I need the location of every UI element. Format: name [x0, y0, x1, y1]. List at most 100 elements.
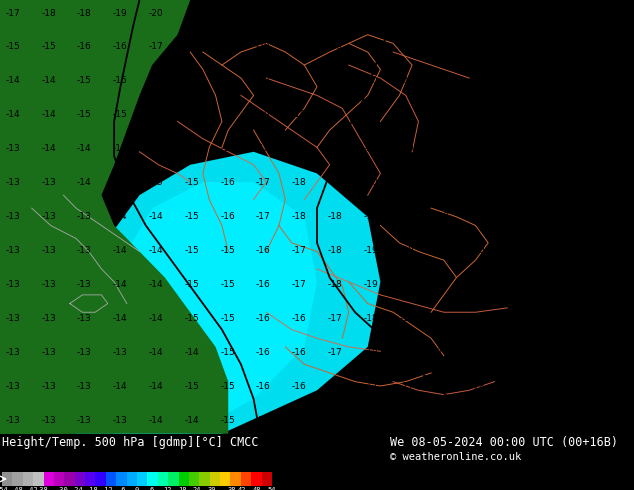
- Text: -18: -18: [363, 314, 378, 323]
- Text: -19: -19: [435, 110, 450, 120]
- Text: -15: -15: [77, 110, 92, 120]
- Text: -20: -20: [507, 43, 521, 51]
- Text: -15: -15: [184, 314, 199, 323]
- Text: -13: -13: [77, 280, 92, 289]
- Text: -19: -19: [507, 145, 521, 153]
- Text: -20: -20: [614, 43, 629, 51]
- Text: -38: -38: [36, 487, 48, 490]
- Text: -20: -20: [471, 246, 486, 255]
- Text: -20: -20: [578, 43, 593, 51]
- Text: -16: -16: [113, 43, 127, 51]
- Text: -20: -20: [399, 76, 414, 85]
- Text: -19: -19: [578, 178, 593, 187]
- Text: -16: -16: [256, 246, 271, 255]
- Polygon shape: [0, 0, 228, 434]
- Text: -13: -13: [5, 178, 20, 187]
- Text: -13: -13: [5, 348, 20, 357]
- Text: -17: -17: [148, 43, 164, 51]
- Polygon shape: [114, 182, 317, 434]
- Text: -20: -20: [471, 43, 486, 51]
- Bar: [199, 472, 210, 486]
- Text: -13: -13: [41, 348, 56, 357]
- Text: -17: -17: [435, 416, 450, 425]
- Bar: [116, 472, 127, 486]
- Text: -13: -13: [113, 416, 127, 425]
- Text: -15: -15: [77, 76, 92, 85]
- Text: -19: -19: [542, 178, 557, 187]
- Text: -17: -17: [184, 110, 199, 120]
- Text: -20: -20: [471, 76, 486, 85]
- Text: -19: -19: [328, 145, 342, 153]
- Text: -17: -17: [542, 416, 557, 425]
- Text: -20: -20: [435, 246, 450, 255]
- Text: -20: -20: [543, 8, 557, 18]
- Text: -14: -14: [113, 382, 127, 391]
- Text: -19: -19: [328, 178, 342, 187]
- Text: -20: -20: [507, 246, 521, 255]
- Text: -19: -19: [578, 280, 593, 289]
- Text: -13: -13: [5, 416, 20, 425]
- Text: -16: -16: [292, 348, 306, 357]
- Text: -15: -15: [184, 178, 199, 187]
- Text: -19: -19: [578, 246, 593, 255]
- Text: -16: -16: [220, 178, 235, 187]
- Text: -19: -19: [542, 246, 557, 255]
- Bar: [179, 472, 189, 486]
- Text: -19: -19: [292, 76, 306, 85]
- Text: -24: -24: [70, 487, 84, 490]
- Text: -20: -20: [363, 145, 378, 153]
- Text: -20: -20: [328, 110, 342, 120]
- Text: -16: -16: [256, 280, 271, 289]
- Text: -19: -19: [435, 145, 450, 153]
- Bar: [2, 472, 13, 486]
- Text: -17: -17: [220, 145, 235, 153]
- Text: -20: -20: [399, 43, 414, 51]
- Text: -14: -14: [77, 178, 91, 187]
- Bar: [231, 472, 241, 486]
- Text: -17: -17: [399, 382, 414, 391]
- Text: -17: -17: [363, 382, 378, 391]
- Text: -20: -20: [471, 110, 486, 120]
- Text: -18: -18: [542, 348, 557, 357]
- Text: -20: -20: [507, 110, 521, 120]
- Text: -18: -18: [256, 76, 271, 85]
- Text: -18: -18: [470, 416, 486, 425]
- Text: -18: -18: [184, 43, 199, 51]
- Text: -15: -15: [184, 246, 199, 255]
- Text: -14: -14: [148, 348, 163, 357]
- Text: -18: -18: [292, 178, 306, 187]
- Text: -19: -19: [542, 314, 557, 323]
- Text: -14: -14: [113, 314, 127, 323]
- Text: -17: -17: [614, 382, 629, 391]
- Text: -18: -18: [328, 212, 342, 221]
- Text: -15: -15: [220, 416, 235, 425]
- Text: -15: -15: [148, 145, 164, 153]
- Text: -20: -20: [363, 110, 378, 120]
- Text: -17: -17: [328, 348, 342, 357]
- Text: -20: -20: [435, 178, 450, 187]
- Text: 18: 18: [178, 487, 186, 490]
- Text: -20: -20: [328, 43, 342, 51]
- Text: -18: -18: [256, 145, 271, 153]
- Text: 24: 24: [193, 487, 201, 490]
- Text: -13: -13: [5, 280, 20, 289]
- Text: -20: -20: [507, 76, 521, 85]
- Text: -16: -16: [77, 43, 92, 51]
- Text: 48: 48: [253, 487, 261, 490]
- Text: -19: -19: [399, 110, 414, 120]
- Text: -14: -14: [148, 280, 163, 289]
- Text: -19: -19: [470, 178, 486, 187]
- Text: -20: -20: [328, 8, 342, 18]
- Text: -19: -19: [507, 178, 521, 187]
- Text: -13: -13: [41, 178, 56, 187]
- Text: -16: -16: [292, 382, 306, 391]
- Text: 38: 38: [228, 487, 236, 490]
- Text: -17: -17: [578, 416, 593, 425]
- Text: -18: -18: [220, 110, 235, 120]
- Text: -15: -15: [256, 416, 271, 425]
- Bar: [13, 472, 23, 486]
- Text: -14: -14: [113, 246, 127, 255]
- Bar: [147, 472, 158, 486]
- Text: -17: -17: [614, 416, 629, 425]
- Text: -20: -20: [184, 8, 199, 18]
